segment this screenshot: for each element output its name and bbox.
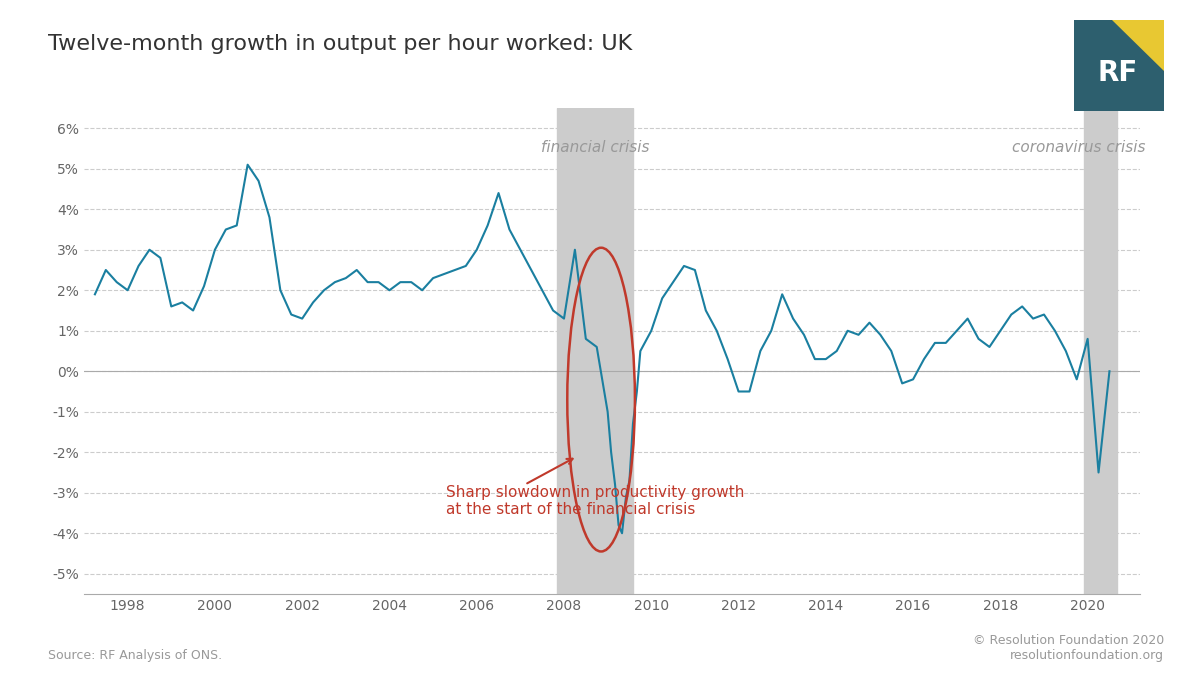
Text: RF: RF: [1097, 59, 1138, 87]
Text: Source: RF Analysis of ONS.: Source: RF Analysis of ONS.: [48, 649, 222, 662]
FancyBboxPatch shape: [1074, 20, 1164, 111]
Text: Sharp slowdown in productivity growth
at the start of the financial crisis: Sharp slowdown in productivity growth at…: [446, 485, 744, 517]
Text: financial crisis: financial crisis: [540, 140, 649, 155]
Text: Twelve-month growth in output per hour worked: UK: Twelve-month growth in output per hour w…: [48, 34, 632, 54]
Bar: [557, 108, 632, 594]
Polygon shape: [1111, 20, 1164, 72]
Text: © Resolution Foundation 2020
resolutionfoundation.org: © Resolution Foundation 2020 resolutionf…: [973, 634, 1164, 662]
Text: coronavirus crisis: coronavirus crisis: [1012, 140, 1146, 155]
Bar: [1084, 108, 1117, 594]
